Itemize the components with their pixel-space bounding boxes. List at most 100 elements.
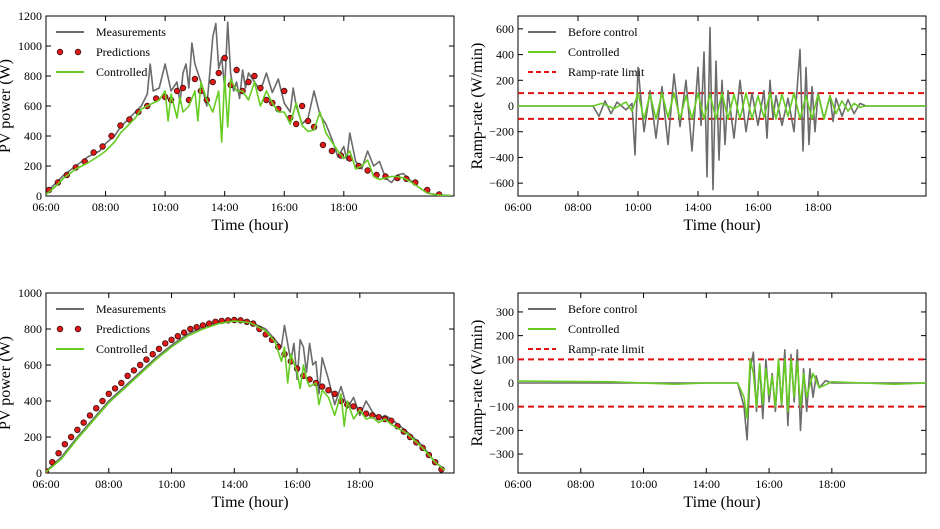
legend: Measurements Predictions Controlled — [56, 25, 166, 79]
y-tick-label: 200 — [24, 430, 42, 444]
legend-swatch-predictions — [74, 325, 82, 333]
y-tick-label: −200 — [489, 423, 514, 437]
prediction-point — [93, 405, 100, 412]
y-axis-label: Ramp-rate (W/min) — [469, 320, 486, 447]
x-tick-label: 08:00 — [92, 200, 119, 214]
y-tick-label: 1000 — [18, 286, 42, 300]
prediction-point — [54, 179, 62, 186]
legend-label: Predictions — [96, 322, 150, 336]
legend-label: Ramp-rate limit — [568, 342, 645, 356]
legend-label: Before control — [568, 25, 638, 39]
y-tick-label: 0 — [36, 189, 42, 203]
prediction-point — [168, 336, 175, 343]
prediction-point — [292, 120, 300, 128]
prediction-point — [155, 345, 163, 352]
series-controlled-line — [518, 92, 926, 120]
y-tick-label: 0 — [508, 376, 514, 390]
prediction-point — [80, 419, 87, 426]
legend: Before control Controlled Ramp-rate limit — [528, 302, 645, 356]
prediction-point — [118, 379, 125, 387]
legend-label: Controlled — [96, 342, 147, 356]
chart-panel-2: −600 −400 −200 0 200 400 600 06:00 08:00 10:00 14:… — [469, 15, 927, 234]
prediction-point — [61, 441, 69, 448]
prediction-point — [362, 410, 370, 417]
x-tick-label: 16:00 — [283, 477, 310, 491]
prediction-point — [99, 143, 106, 150]
prediction-point — [117, 122, 124, 129]
y-tick-label: 100 — [496, 352, 514, 366]
prediction-point — [149, 351, 156, 358]
y-tick-label: 0 — [36, 466, 42, 480]
series-measurements-line — [46, 21, 452, 196]
chart-panel-4: −300 −200 −100 0 100 200 300 06:00 08:00 10:00 14:… — [469, 292, 927, 511]
prediction-point — [67, 433, 75, 441]
prediction-point — [136, 361, 144, 369]
prediction-point — [318, 383, 326, 390]
x-tick-label: 10:00 — [624, 200, 651, 214]
series-controlled-line — [46, 75, 452, 196]
legend-label: Ramp-rate limit — [568, 65, 645, 79]
y-tick-label: 400 — [24, 129, 42, 143]
legend: Measurements Predictions Controlled — [56, 302, 166, 356]
series-before-control-line — [518, 348, 926, 441]
x-tick-label: 14:00 — [693, 477, 720, 491]
x-axis-label: Time (hour) — [683, 217, 760, 234]
legend-swatch-predictions — [56, 325, 64, 333]
x-tick-label: 14:00 — [684, 200, 711, 214]
prediction-point — [221, 54, 228, 62]
y-tick-label: 600 — [24, 99, 42, 113]
x-tick-label: 18:00 — [818, 477, 845, 491]
plot-area — [46, 316, 446, 473]
chart-panel-3: 0 200 400 600 800 1000 06:00 08:00 10:00 14:00 16:… — [0, 286, 455, 511]
x-tick-label: 06:00 — [504, 477, 531, 491]
prediction-point — [187, 325, 194, 333]
prediction-point — [199, 322, 207, 329]
plot-area — [46, 21, 452, 196]
prediction-point — [328, 147, 336, 155]
prediction-point — [364, 167, 371, 174]
legend-label: Measurements — [96, 302, 166, 316]
x-tick-label: 16:00 — [744, 200, 771, 214]
prediction-point — [193, 324, 200, 331]
y-tick-label: −200 — [489, 125, 514, 139]
x-tick-label: 08:00 — [567, 477, 594, 491]
x-tick-label: 06:00 — [504, 200, 531, 214]
plot-frame — [45, 15, 455, 197]
prediction-point — [90, 149, 97, 156]
x-tick-label: 08:00 — [95, 477, 122, 491]
x-tick-label: 14:00 — [211, 200, 238, 214]
prediction-point — [331, 390, 338, 397]
legend-label: Predictions — [96, 45, 150, 59]
x-tick-label: 08:00 — [564, 200, 591, 214]
y-tick-label: 1000 — [18, 39, 42, 53]
y-tick-label: 600 — [24, 358, 42, 372]
prediction-point — [55, 450, 62, 457]
prediction-point — [99, 397, 106, 405]
prediction-point — [257, 84, 264, 92]
prediction-point — [319, 141, 327, 149]
x-tick-label: 10:00 — [630, 477, 657, 491]
prediction-point — [86, 412, 94, 419]
legend-label: Before control — [568, 302, 638, 316]
plot-area — [518, 348, 926, 441]
prediction-point — [304, 117, 312, 125]
prediction-point — [191, 75, 199, 83]
legend-swatch-predictions — [74, 48, 82, 56]
prediction-point — [111, 385, 119, 392]
x-tick-label: 10:00 — [151, 200, 178, 214]
prediction-point — [350, 403, 357, 410]
y-tick-label: 400 — [24, 394, 42, 408]
prediction-point — [74, 426, 81, 433]
prediction-point — [298, 102, 306, 110]
prediction-point — [143, 356, 150, 363]
x-axis-label: Time (hour) — [211, 217, 288, 234]
prediction-point — [179, 84, 187, 92]
prediction-point — [105, 390, 112, 397]
prediction-point — [162, 340, 169, 347]
x-tick-label: 16:00 — [755, 477, 782, 491]
prediction-point — [108, 132, 115, 140]
y-tick-label: 200 — [496, 73, 514, 87]
legend-label: Measurements — [96, 25, 166, 39]
x-tick-label: 18:00 — [330, 200, 357, 214]
